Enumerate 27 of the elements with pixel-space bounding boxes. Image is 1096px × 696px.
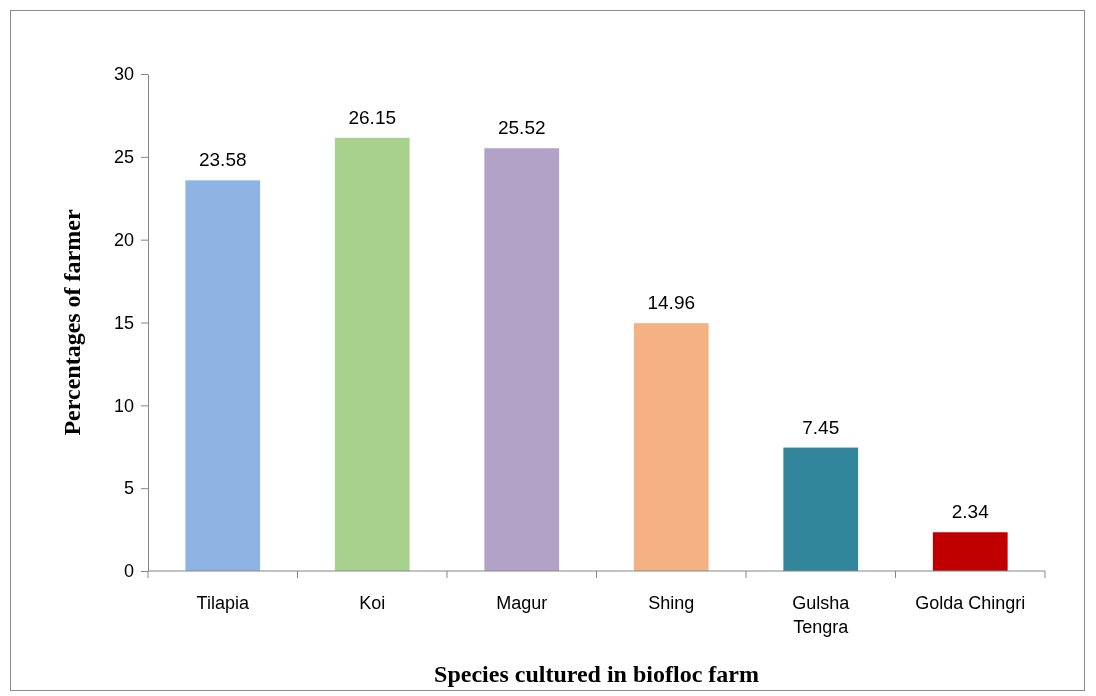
bar bbox=[334, 137, 410, 571]
y-tick-label: 15 bbox=[113, 312, 134, 333]
data-label: 23.58 bbox=[198, 149, 247, 171]
x-tick-label: Gulsha Tengra bbox=[792, 593, 851, 637]
data-label: 25.52 bbox=[497, 117, 546, 139]
data-label: 26.15 bbox=[348, 106, 397, 128]
bar bbox=[484, 148, 560, 571]
y-tick-label: 5 bbox=[123, 478, 134, 499]
bar bbox=[932, 532, 1008, 571]
x-tick-label: Golda Chingri bbox=[915, 593, 1026, 613]
y-axis-title: Percentages of farmer bbox=[59, 209, 85, 436]
bar bbox=[185, 180, 261, 571]
y-tick-label: 25 bbox=[113, 147, 134, 168]
y-tick-label: 20 bbox=[113, 229, 134, 250]
bar bbox=[783, 447, 859, 571]
bar bbox=[633, 323, 709, 571]
x-axis-title: Species cultured in biofloc farm bbox=[434, 661, 759, 687]
x-tick-label: Magur bbox=[496, 593, 548, 613]
data-label: 14.96 bbox=[647, 292, 696, 314]
y-tick-label: 10 bbox=[113, 395, 134, 416]
data-label: 2.34 bbox=[951, 501, 990, 523]
x-tick-label: Shing bbox=[648, 593, 695, 613]
x-tick-label: Tilapia bbox=[196, 593, 250, 613]
x-tick-label: Koi bbox=[359, 593, 386, 613]
y-tick-label: 0 bbox=[123, 561, 134, 582]
y-tick-label: 30 bbox=[113, 64, 134, 85]
data-label: 7.45 bbox=[802, 416, 840, 438]
